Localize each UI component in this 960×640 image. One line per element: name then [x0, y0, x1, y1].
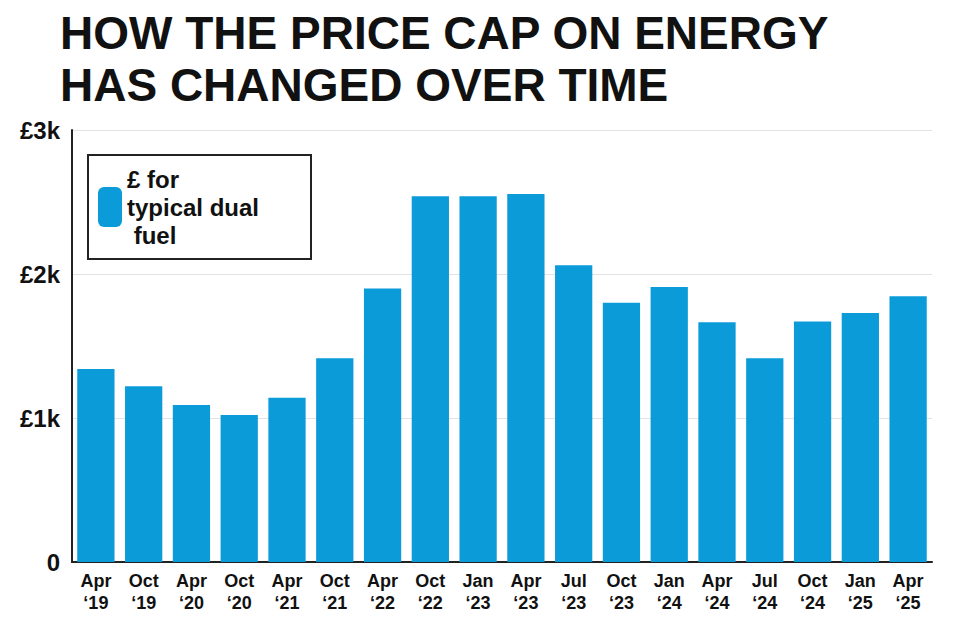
svg-text:Apr: Apr [367, 571, 398, 591]
svg-text:‘21: ‘21 [274, 593, 299, 613]
svg-text:‘19: ‘19 [83, 593, 108, 613]
svg-text:£2k: £2k [20, 261, 61, 288]
svg-text:‘24: ‘24 [704, 593, 729, 613]
svg-text:‘19: ‘19 [131, 593, 156, 613]
svg-text:‘22: ‘22 [370, 593, 395, 613]
svg-text:£3k: £3k [20, 117, 61, 144]
svg-text:fuel: fuel [127, 222, 176, 249]
svg-text:Jan: Jan [463, 571, 494, 591]
svg-text:‘23: ‘23 [466, 593, 491, 613]
svg-text:‘25: ‘25 [896, 593, 921, 613]
svg-text:Oct: Oct [606, 571, 636, 591]
svg-text:£1k: £1k [20, 405, 61, 432]
svg-text:‘23: ‘23 [513, 593, 538, 613]
svg-text:Apr: Apr [176, 571, 207, 591]
svg-text:‘24: ‘24 [657, 593, 682, 613]
svg-text:Jan: Jan [654, 571, 685, 591]
svg-text:Jul: Jul [752, 571, 778, 591]
svg-text:Apr: Apr [272, 571, 303, 591]
svg-text:0: 0 [47, 549, 60, 576]
svg-text:‘21: ‘21 [322, 593, 347, 613]
svg-text:Apr: Apr [80, 571, 111, 591]
svg-text:Apr: Apr [702, 571, 733, 591]
svg-text:Jul: Jul [561, 571, 587, 591]
svg-text:‘24: ‘24 [800, 593, 825, 613]
svg-text:‘23: ‘23 [609, 593, 634, 613]
svg-text:Oct: Oct [415, 571, 445, 591]
svg-text:‘25: ‘25 [848, 593, 873, 613]
svg-text:£ for: £ for [127, 166, 186, 193]
svg-text:Apr: Apr [510, 571, 541, 591]
svg-text:‘22: ‘22 [418, 593, 443, 613]
svg-text:Oct: Oct [129, 571, 159, 591]
svg-text:HAS CHANGED OVER TIME: HAS CHANGED OVER TIME [60, 59, 668, 111]
svg-text:‘20: ‘20 [179, 593, 204, 613]
svg-text:HOW THE PRICE CAP ON ENERGY: HOW THE PRICE CAP ON ENERGY [60, 7, 840, 59]
svg-text:‘24: ‘24 [752, 593, 777, 613]
svg-text:‘23: ‘23 [561, 593, 586, 613]
svg-text:Oct: Oct [320, 571, 350, 591]
svg-text:typical dual: typical dual [127, 194, 259, 221]
svg-text:‘20: ‘20 [227, 593, 252, 613]
svg-text:Oct: Oct [798, 571, 828, 591]
svg-text:Jan: Jan [845, 571, 876, 591]
svg-text:Apr: Apr [893, 571, 924, 591]
svg-text:Oct: Oct [224, 571, 254, 591]
